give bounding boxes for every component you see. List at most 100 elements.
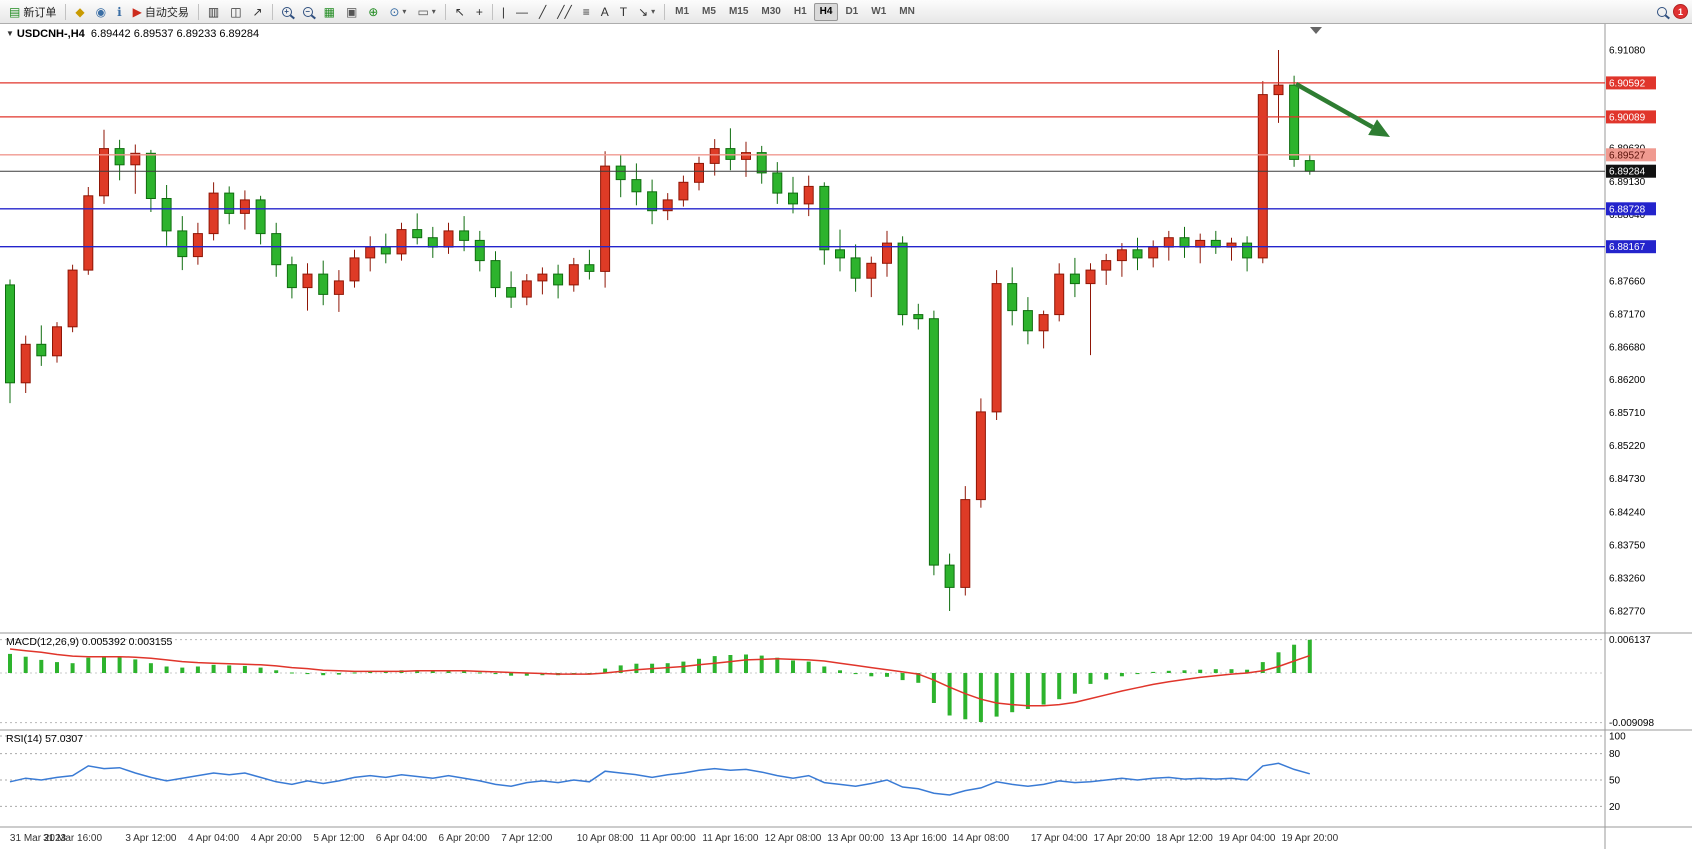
tf-button-M30[interactable]: M30 (755, 3, 786, 21)
candle-body (239, 199, 250, 214)
auto-trading-button[interactable]: ▶ 自动交易 (128, 2, 194, 22)
price-axis-label: 6.87170 (1609, 310, 1646, 321)
price-badge-6.90089 (1606, 110, 1656, 124)
profiles-button[interactable]: ◉ (91, 2, 111, 22)
macd-histogram-bar (336, 673, 341, 675)
market-watch-button[interactable]: ◆ (70, 2, 89, 22)
candlestick-chart-button[interactable]: ◫ (225, 2, 246, 22)
add-indicator-button[interactable]: ⊕ (363, 2, 383, 22)
candle-body (396, 229, 407, 255)
search-button[interactable] (1652, 2, 1672, 22)
tf-button-M1[interactable]: M1 (669, 3, 695, 21)
candle-body (756, 152, 767, 174)
macd-histogram-bar (963, 673, 968, 720)
time-axis-label: 10 Apr 08:00 (577, 833, 634, 844)
tf-button-M5[interactable]: M5 (696, 3, 722, 21)
line-chart-button[interactable]: ↗ (248, 2, 268, 22)
tf-button-MN[interactable]: MN (893, 3, 921, 21)
crosshair-tool-button[interactable]: + (471, 2, 488, 22)
price-axis-label: 6.89130 (1609, 177, 1646, 188)
price-axis-label: 6.82770 (1609, 607, 1646, 618)
notification-badge[interactable]: 1 (1673, 4, 1688, 19)
price-axis[interactable]: 6.910806.896306.891306.886406.876606.871… (1609, 46, 1646, 618)
macd-histogram-bar (383, 671, 388, 673)
trend-arrow-annotation[interactable] (1294, 82, 1390, 137)
price-axis-label: 6.83750 (1609, 540, 1646, 551)
macd-histogram-bar (1229, 669, 1234, 673)
candle-body (255, 199, 266, 235)
macd-histogram-bar (1104, 673, 1109, 680)
candle-body (897, 242, 908, 316)
candle-body (1242, 242, 1253, 259)
rsi-axis-label: 80 (1609, 749, 1621, 760)
horizontal-line-tool-button[interactable]: — (511, 2, 533, 22)
candle-body (788, 192, 798, 205)
bar-chart-button[interactable]: ▥ (203, 2, 224, 22)
candle-body (1179, 237, 1190, 248)
ohlc-close: 6.89284 (219, 28, 260, 40)
candle-body (631, 179, 642, 193)
text-label-tool-button[interactable]: T (615, 2, 632, 22)
candle-body (443, 230, 454, 248)
info-button[interactable]: ℹ (112, 2, 127, 22)
vertical-line-tool-button[interactable]: | (497, 2, 510, 22)
tf-button-W1[interactable]: W1 (865, 3, 892, 21)
candle-body (490, 260, 501, 289)
macd-histogram-bar (86, 657, 91, 673)
candle-body (427, 237, 438, 248)
macd-indicator-label: MACD(12,26,9) 0.005392 0.003155 (6, 636, 172, 648)
time-axis-label: 31 Mar 2023 (10, 833, 67, 844)
macd-histogram-bar (415, 670, 420, 673)
candle-body (83, 195, 94, 271)
macd-histogram-bar (603, 668, 608, 673)
template-button[interactable]: ▭ ▾ (412, 2, 440, 22)
candle-body (1132, 249, 1143, 259)
channel-tool-button[interactable]: ╱╱ (552, 2, 576, 22)
candle-body (662, 199, 673, 212)
price-badge-6.88167 (1606, 240, 1656, 254)
price-axis-label: 6.84240 (1609, 507, 1646, 518)
candle-body (67, 269, 78, 328)
candle-body (114, 148, 125, 166)
candle-body (600, 165, 611, 272)
price-axis-label: 6.83260 (1609, 573, 1646, 584)
tf-button-H1[interactable]: H1 (788, 3, 813, 21)
arrange-windows-button[interactable]: ▣ (341, 2, 362, 22)
time-axis-label: 4 Apr 20:00 (251, 833, 303, 844)
tile-windows-button[interactable]: ▦ (319, 2, 340, 22)
candle-body (944, 564, 955, 588)
periods-button[interactable]: ⊙ ▾ (384, 2, 411, 22)
trendline-tool-button[interactable]: ╱ (534, 2, 551, 22)
macd-histogram-bar (39, 659, 44, 673)
tf-button-D1[interactable]: D1 (839, 3, 864, 21)
macd-histogram-bar (822, 666, 827, 673)
candle-body (365, 246, 376, 259)
candle-body (772, 172, 783, 194)
price-axis-label: 6.86200 (1609, 375, 1646, 386)
candlestick-chart-icon: ◫ (230, 4, 242, 19)
zoom-out-button[interactable]: − (298, 2, 318, 22)
crosshair-icon: + (475, 4, 483, 19)
text-tool-button[interactable]: A (596, 2, 614, 22)
bar-chart-icon: ▥ (207, 4, 220, 19)
arrows-tool-button[interactable]: ↘ ▾ (633, 2, 660, 22)
zoom-in-icon: + (281, 6, 292, 17)
macd-histogram-bar (1135, 673, 1140, 675)
periods-clock-icon: ⊙ (389, 4, 400, 19)
macd-axis-min-label: -0.009098 (1609, 718, 1654, 729)
candle-body (803, 185, 814, 205)
zoom-in-button[interactable]: + (277, 2, 297, 22)
candle-body (553, 273, 564, 286)
chart-collapse-icon[interactable]: ▼ (6, 29, 14, 38)
chart-shift-marker-icon[interactable] (1310, 27, 1322, 34)
new-order-button[interactable]: ▤ 新订单 (4, 2, 61, 22)
tf-button-H4[interactable]: H4 (813, 2, 839, 21)
rsi-axis-label: 50 (1609, 776, 1621, 787)
macd-histogram-bar (133, 659, 138, 673)
fibonacci-tool-button[interactable]: ≡ (578, 2, 595, 22)
panel-separators[interactable] (0, 24, 1692, 849)
cursor-tool-button[interactable]: ↖ (450, 2, 470, 22)
tf-button-M15[interactable]: M15 (723, 3, 754, 21)
